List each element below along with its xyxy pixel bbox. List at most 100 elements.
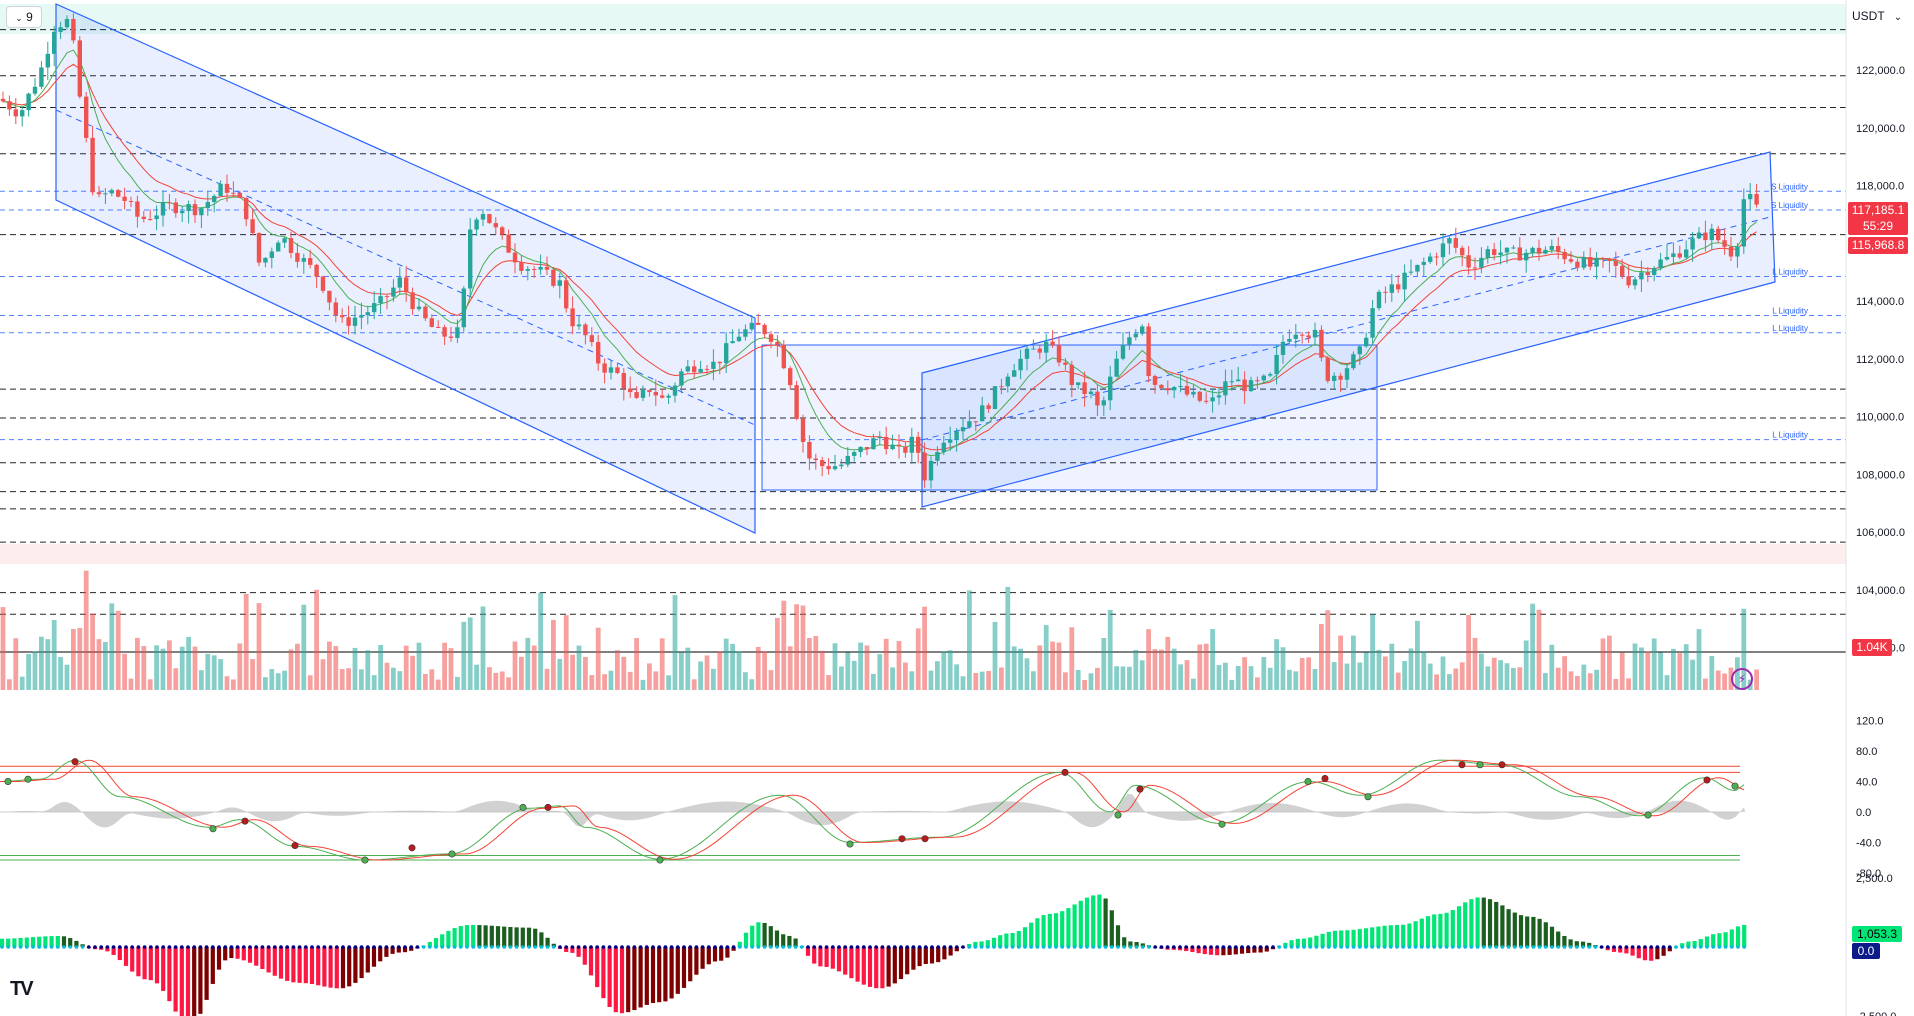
macd-zero-dot <box>527 945 531 949</box>
macd-bar <box>731 947 736 951</box>
osc-cross-dot <box>291 842 299 850</box>
macd-bar <box>1357 929 1362 947</box>
macd-zero-dot <box>688 945 692 949</box>
macd-bar <box>1419 918 1424 947</box>
osc-cross-dot <box>656 856 664 864</box>
candle-body <box>781 344 786 369</box>
candle-body <box>1460 247 1465 256</box>
volume-bar <box>1575 675 1580 690</box>
macd-bar <box>6 938 11 947</box>
macd-bar <box>297 947 302 983</box>
macd-zero-dot <box>12 945 17 949</box>
macd-zero-dot <box>1500 945 1505 949</box>
macd-zero-dot <box>669 945 674 949</box>
macd-bar <box>1450 910 1455 947</box>
macd-bar <box>607 947 612 1007</box>
macd-bar <box>1735 926 1741 947</box>
candle-body <box>1485 249 1490 258</box>
candle-body <box>372 303 377 313</box>
osc-cross-dot <box>1644 811 1652 819</box>
macd-zero-dot <box>335 945 339 949</box>
macd-zero-dot <box>1525 945 1529 949</box>
interval-selector[interactable]: ⌄ 9 <box>6 6 42 28</box>
macd-bar <box>1190 947 1195 953</box>
candle-body <box>1728 246 1734 257</box>
candle-body <box>864 447 870 450</box>
volume-bar <box>883 638 889 690</box>
candle-body <box>1159 384 1164 389</box>
macd-zero-dot <box>1345 945 1350 949</box>
volume-bar <box>538 592 543 690</box>
macd-zero-dot <box>1035 945 1040 949</box>
candle-body <box>1210 397 1215 402</box>
macd-zero-dot <box>713 945 717 949</box>
lightning-alert-icon[interactable]: ⚡ <box>1731 668 1753 690</box>
macd-zero-dot <box>149 945 153 949</box>
currency-selector[interactable]: USDT ⌄ <box>1852 6 1910 26</box>
candle-body <box>1696 232 1702 239</box>
macd-bar <box>1574 941 1579 947</box>
macd-bar <box>1401 924 1406 947</box>
macd-zero-dot <box>1488 945 1492 949</box>
candle-body <box>698 368 703 373</box>
osc-cross-dot <box>1321 774 1329 782</box>
candle-body <box>359 315 364 318</box>
volume-bar <box>1344 663 1350 690</box>
macd-bar <box>322 947 327 987</box>
last-price-value: 117,185.1 <box>1851 203 1905 217</box>
macd-bar <box>384 947 389 957</box>
macd-zero-dot <box>694 945 699 949</box>
price-axis-tick: 114,000.0 <box>1856 296 1904 308</box>
candle-body <box>327 290 332 303</box>
volume-bar <box>1331 662 1337 690</box>
volume-bar <box>1619 652 1625 690</box>
volume-bar <box>231 679 236 690</box>
volume-bar <box>1184 660 1190 690</box>
candle-body <box>135 201 140 217</box>
volume-bar <box>1613 678 1619 690</box>
macd-zero-dot <box>564 945 568 949</box>
volume-bar <box>1133 649 1139 690</box>
macd-zero-dot <box>1159 945 1164 949</box>
macd-bar <box>235 947 240 959</box>
macd-bar <box>1407 923 1412 947</box>
macd-bar <box>929 947 935 964</box>
macd-zero-dot <box>837 945 841 949</box>
macd-zero-dot <box>87 945 91 949</box>
macd-bar <box>1587 942 1592 947</box>
macd-bar <box>1642 947 1648 961</box>
volume-bar <box>192 646 198 690</box>
macd-zero-dot <box>384 945 389 949</box>
candle-body <box>103 193 108 195</box>
candle-body <box>250 219 255 234</box>
candle-body <box>1466 255 1471 268</box>
liquidity-label: S Liquidity <box>1771 201 1808 210</box>
volume-bar <box>1235 666 1241 690</box>
candle-body <box>973 421 978 423</box>
volume-bar <box>576 645 582 690</box>
macd-zero-dot <box>415 945 420 949</box>
macd-bar <box>545 937 550 947</box>
volume-bar <box>1159 649 1164 690</box>
candle-body <box>39 67 44 87</box>
macd-bar <box>526 927 532 947</box>
volume-bar <box>1043 625 1049 690</box>
macd-zero-dot <box>533 945 537 949</box>
range-box <box>761 344 1378 491</box>
macd-bar <box>198 947 203 1014</box>
volume-bar <box>1741 608 1747 690</box>
volume-bar <box>1101 638 1107 690</box>
macd-zero-dot <box>893 945 897 949</box>
liquidity-label: L Liquidity <box>1772 431 1808 440</box>
candle-body <box>1594 258 1599 267</box>
candle-body <box>1088 391 1094 394</box>
candle-body <box>1127 337 1132 345</box>
candle-body <box>999 386 1004 388</box>
candle-body <box>877 436 882 439</box>
macd-zero-dot <box>1568 945 1573 949</box>
volume-bar <box>1255 677 1260 690</box>
tradingview-logo-icon[interactable]: TV <box>10 978 34 1001</box>
candle-body <box>1690 238 1695 250</box>
